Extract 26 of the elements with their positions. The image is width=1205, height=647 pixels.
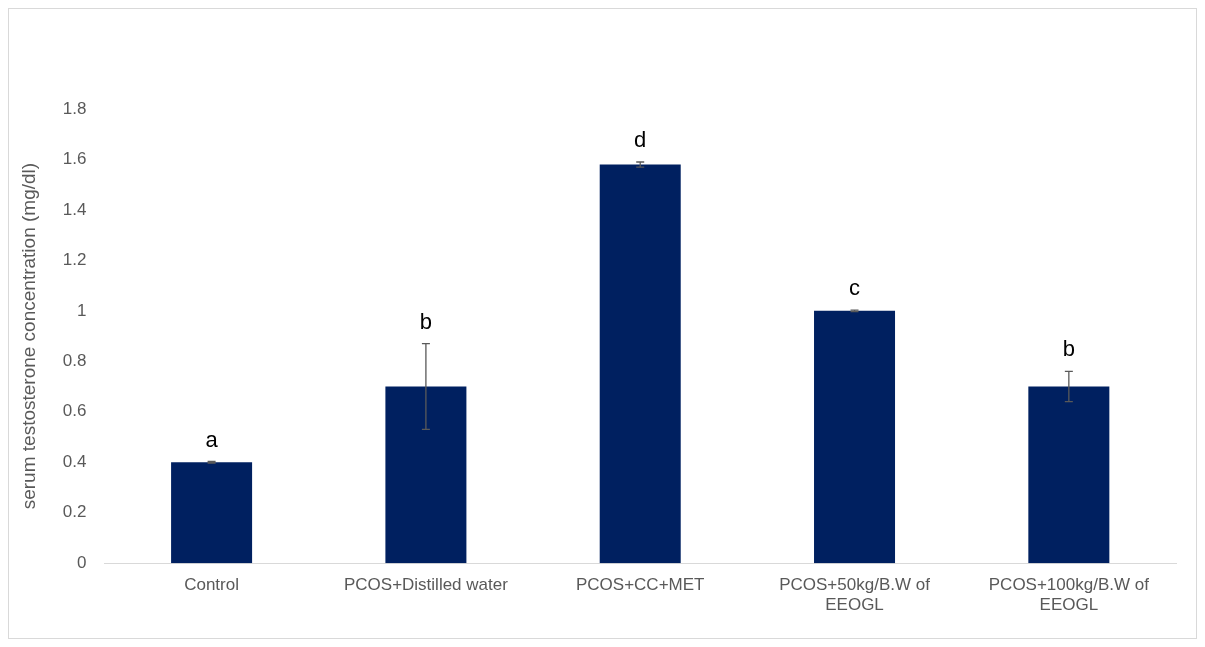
y-tick-label: 0.2 [62, 502, 87, 522]
y-tick-label: 1.4 [62, 199, 87, 219]
x-tick-label: PCOS+CC+MET [575, 575, 705, 595]
y-tick-label: 0.6 [62, 401, 87, 421]
y-tick-label: 1 [76, 300, 87, 320]
bar [1028, 386, 1110, 564]
x-tick-label: PCOS+50kg/B.W of EEOGL [779, 575, 931, 615]
bar [599, 164, 681, 564]
y-tick-label: 0.8 [62, 351, 87, 371]
bar [171, 462, 253, 564]
y-tick-label: 1.8 [62, 98, 87, 118]
y-tick-label: 0.4 [62, 451, 87, 471]
annotation: c [849, 275, 861, 301]
annotation: a [205, 426, 219, 452]
y-tick-label: 0 [76, 552, 87, 572]
x-tick-label: PCOS+100kg/B.W of EEOGL [988, 575, 1150, 615]
y-tick-label: 1.2 [62, 250, 87, 270]
bar [814, 310, 896, 564]
annotation: b [419, 308, 433, 334]
annotation: b [1062, 336, 1075, 362]
x-tick-label: PCOS+Distilled water [343, 575, 509, 595]
annotation: d [634, 127, 647, 153]
bar [385, 386, 467, 564]
x-tick-label: Control [184, 575, 239, 595]
y-tick-label: 1.6 [62, 149, 87, 169]
y-axis-title: serum testosterone concentration (mg/dl) [17, 162, 39, 510]
